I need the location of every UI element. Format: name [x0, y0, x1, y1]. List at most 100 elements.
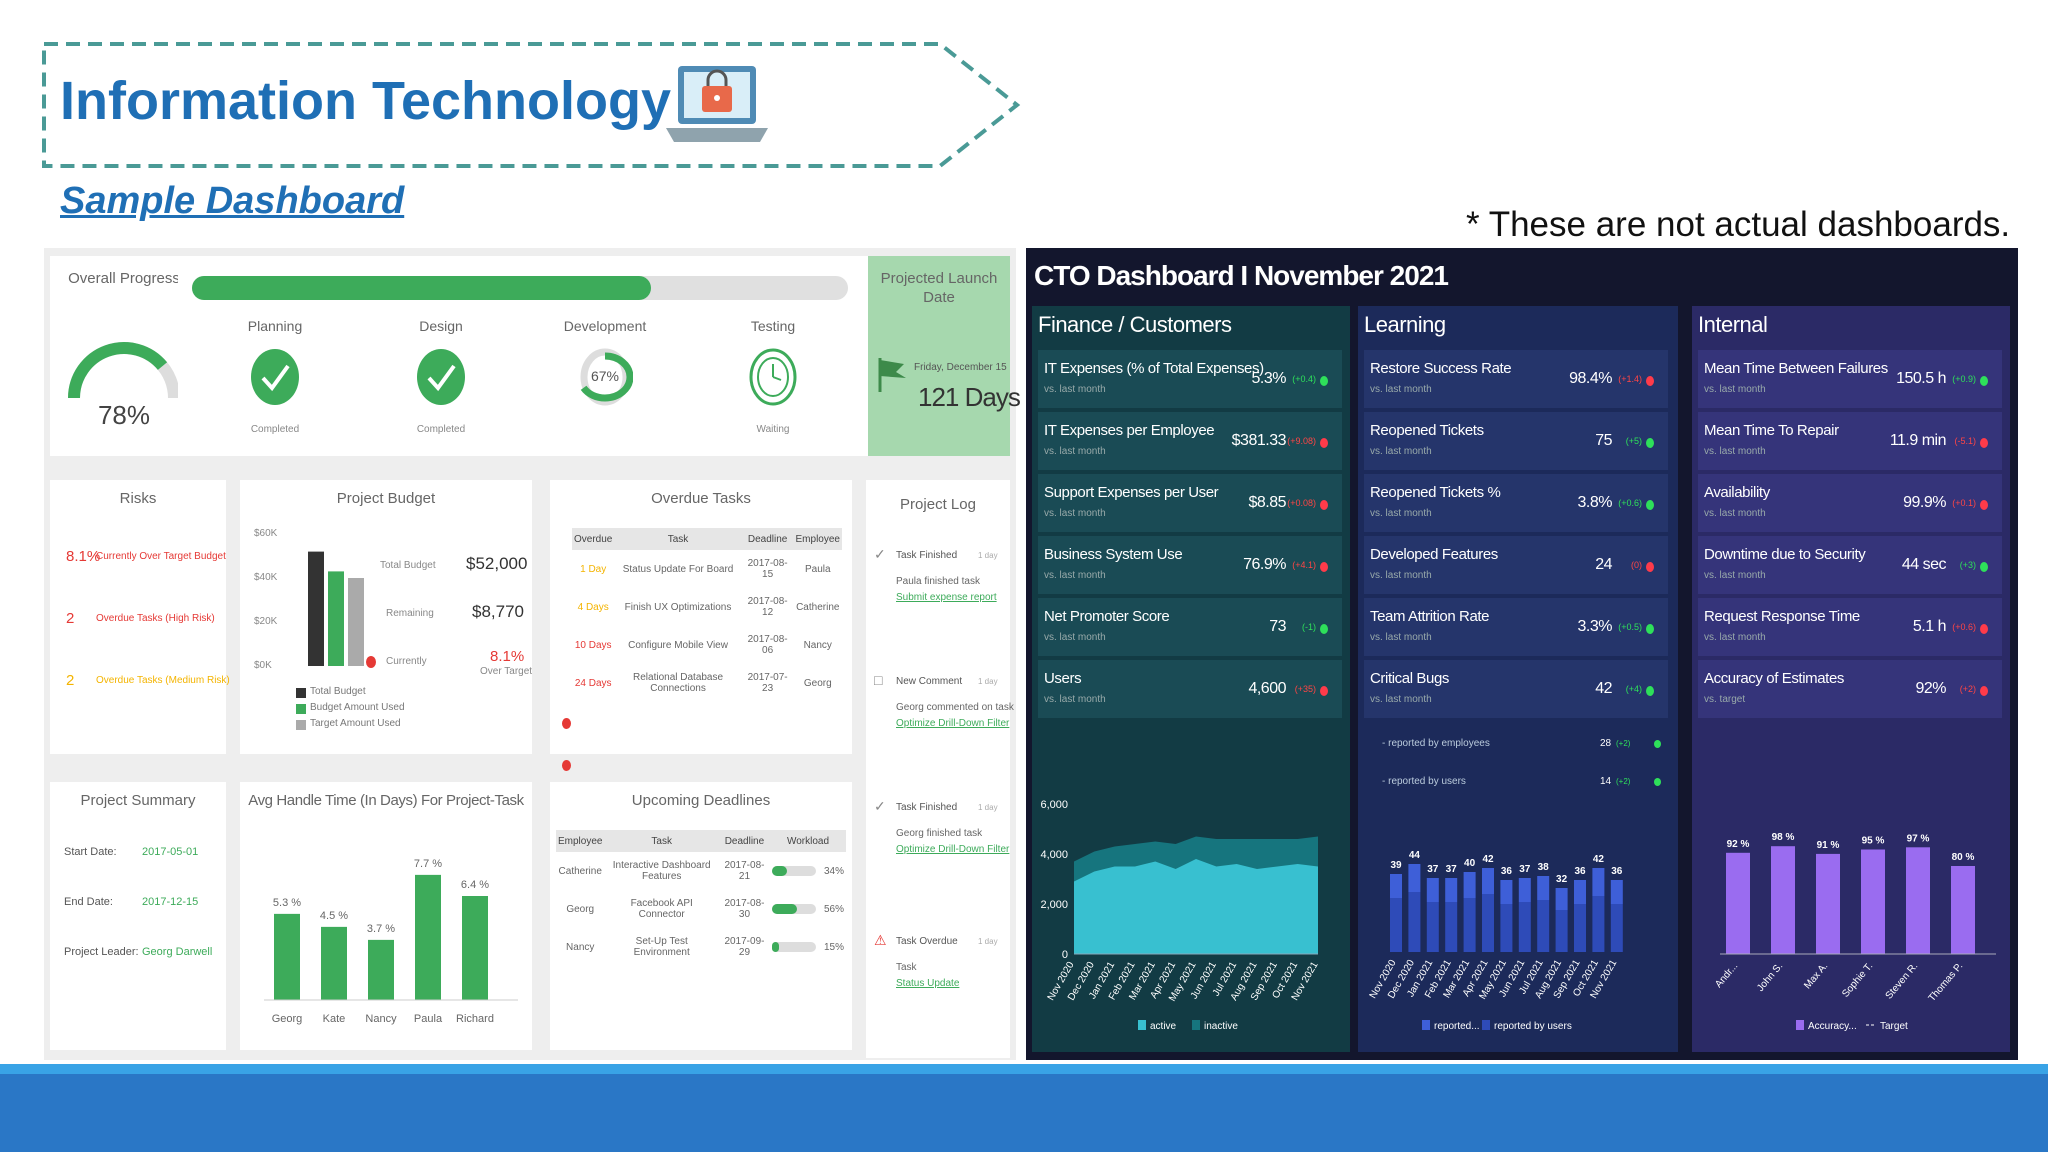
target-legend-label: Target [1880, 1021, 1908, 1032]
bug-bar-reported [1555, 910, 1568, 952]
table-row[interactable]: Georg Facebook API Connector 2017-08-30 56% [556, 890, 846, 928]
kpi-value: 98.4% [1569, 370, 1612, 387]
log-entry-title: Task Finished [896, 802, 958, 813]
handle-time-bar [368, 939, 394, 1000]
log-entry-link[interactable]: Optimize Drill-Down Filter [896, 844, 1010, 855]
handle-time-bar [462, 896, 488, 1000]
phase-status: Completed [250, 424, 300, 435]
log-entry-link[interactable]: Status Update [896, 978, 960, 989]
bug-bar-reported [1610, 904, 1623, 952]
table-row[interactable]: 1 Day Status Update For Board 2017-08-15 Pa… [572, 550, 842, 588]
comment-icon: □ [874, 672, 883, 688]
table-cell: 10 Days [574, 639, 612, 651]
accuracy-legend-label: Accuracy... [1808, 1021, 1857, 1032]
kpi-tile[interactable]: IT Expenses per Employee vs. last month $3… [1038, 412, 1342, 470]
workload-fill [771, 865, 787, 876]
kpi-tile[interactable]: Developed Features vs. last month 24 (0) [1364, 536, 1668, 594]
overdue-alert-dot [562, 760, 571, 771]
table-row[interactable]: Nancy Set-Up Test Environment 2017-09-29 15… [556, 928, 846, 966]
clock-icon [749, 348, 797, 406]
kpi-subtitle: vs. last month [1370, 384, 1432, 395]
accuracy-x-tick: Steven R. [1884, 961, 1921, 1002]
budget-legend-label: Total Budget [310, 686, 366, 697]
kpi-name: Request Response Time [1704, 608, 1860, 625]
kpi-tile[interactable]: Users vs. last month 4,600 (+35) [1038, 660, 1342, 718]
overdue-grid: Overdue Task Deadline Employee 1 Day Status U… [572, 528, 842, 702]
bug-bar-users [1537, 876, 1550, 900]
cto-panel-title: Internal [1698, 312, 1768, 337]
column-header: Employee [793, 528, 842, 550]
phase-label: Testing [750, 318, 796, 334]
phase-label: Development [563, 318, 647, 334]
kpi-tile[interactable]: IT Expenses (% of Total Expenses) vs. las… [1038, 350, 1342, 408]
kpi-subtitle: vs. target [1704, 694, 1746, 705]
kpi-subtitle: vs. last month [1370, 570, 1432, 581]
kpi-name: Restore Success Rate [1370, 360, 1512, 377]
kpi-tile[interactable]: Critical Bugs vs. last month 42 (+4) [1364, 660, 1668, 718]
table-row[interactable]: 24 Days Relational Database Connections 20… [572, 664, 842, 702]
column-header: Deadline [718, 830, 770, 852]
kpi-tile[interactable]: Mean Time Between Failures vs. last month… [1698, 350, 2002, 408]
bug-legend-swatch [1482, 1020, 1490, 1030]
kpi-tile[interactable]: Availability vs. last month 99.9% (+0.1) [1698, 474, 2002, 532]
table-row[interactable]: 10 Days Configure Mobile View 2017-08-06 Na… [572, 626, 842, 664]
kpi-tile[interactable]: Request Response Time vs. last month 5.1 h… [1698, 598, 2002, 656]
table-cell: 2017-08-21 [724, 860, 765, 882]
kpi-tile[interactable]: Mean Time To Repair vs. last month 11.9 mi… [1698, 412, 2002, 470]
kpi-value: 3.3% [1577, 618, 1613, 635]
risk-text: Overdue Tasks (High Risk) [96, 613, 215, 624]
status-dot-red [1320, 438, 1328, 448]
launch-label: Projected Launch Date [880, 270, 998, 306]
sub-metric-value: 14 [1600, 776, 1612, 787]
progress-track [192, 276, 848, 300]
bug-bar-label: 37 [1427, 864, 1439, 875]
laptop-lock-icon [666, 66, 768, 142]
table-row[interactable]: 4 Days Finish UX Optimizations 2017-08-12 C… [572, 588, 842, 626]
table-cell: Nancy [803, 639, 832, 651]
overall-progress-card: Overall Progress 78% [50, 256, 198, 456]
footer-bar [0, 1074, 2048, 1152]
check-icon: ✓ [874, 546, 886, 562]
kpi-tile[interactable]: Reopened Tickets % vs. last month 3.8% (+0.… [1364, 474, 1668, 532]
kpi-delta: (+0.08) [1287, 498, 1316, 508]
kpi-tile[interactable]: Support Expenses per User vs. last month $… [1038, 474, 1342, 532]
bug-bar-users [1482, 868, 1494, 894]
kpi-tile[interactable]: Accuracy of Estimates vs. target 92% (+2) [1698, 660, 2002, 718]
log-entry-link[interactable]: Optimize Drill-Down Filter [896, 718, 1010, 729]
kpi-tile[interactable]: Net Promoter Score vs. last month 73 (-1) [1038, 598, 1342, 656]
table-cell: Configure Mobile View [628, 639, 728, 651]
kpi-subtitle: vs. last month [1370, 446, 1432, 457]
kpi-value: 3.8% [1577, 494, 1613, 511]
kpi-subtitle: vs. last month [1704, 570, 1766, 581]
kpi-value: 150.5 h [1896, 370, 1946, 387]
table-row[interactable]: Catherine Interactive Dashboard Features 2… [556, 852, 846, 890]
kpi-subtitle: vs. last month [1704, 508, 1766, 519]
accuracy-bar-label: 95 % [1862, 836, 1885, 847]
upcoming-deadlines-card: Upcoming Deadlines Employee Task Deadline W… [550, 782, 852, 1050]
accuracy-bar-label: 92 % [1727, 839, 1750, 850]
table-cell: 2017-07-23 [747, 672, 788, 694]
kpi-subtitle: vs. last month [1044, 446, 1106, 457]
log-entry-link[interactable]: Submit expense report [896, 592, 997, 603]
kpi-delta: (+4.1) [1292, 560, 1316, 570]
kpi-tile[interactable]: Downtime due to Security vs. last month 44… [1698, 536, 2002, 594]
workload-bar [771, 865, 816, 876]
bug-bar-label: 38 [1538, 862, 1550, 873]
kpi-tile[interactable]: Reopened Tickets vs. last month 75 (+5) [1364, 412, 1668, 470]
handle-time-category-label: Kate [323, 1013, 346, 1025]
kpi-tile[interactable]: Business System Use vs. last month 76.9% (+… [1038, 536, 1342, 594]
kpi-tile[interactable]: Restore Success Rate vs. last month 98.4% (… [1364, 350, 1668, 408]
status-dot-red [1980, 624, 1988, 634]
accuracy-bar [1771, 846, 1795, 954]
handle-time-bar [274, 913, 300, 1000]
kpi-name: Developed Features [1370, 546, 1498, 563]
log-entry-text: Task [896, 962, 917, 973]
ring-fill [577, 352, 633, 402]
kpi-tile[interactable]: Team Attrition Rate vs. last month 3.3% (+0… [1364, 598, 1668, 656]
bug-bar-users [1463, 872, 1476, 898]
status-dot-green [1646, 624, 1654, 634]
kpi-subtitle: vs. last month [1044, 570, 1106, 581]
workload-cell: 15% [770, 928, 846, 966]
sample-dashboard-link[interactable]: Sample Dashboard [60, 180, 405, 222]
bug-bar-label: 36 [1501, 866, 1513, 877]
